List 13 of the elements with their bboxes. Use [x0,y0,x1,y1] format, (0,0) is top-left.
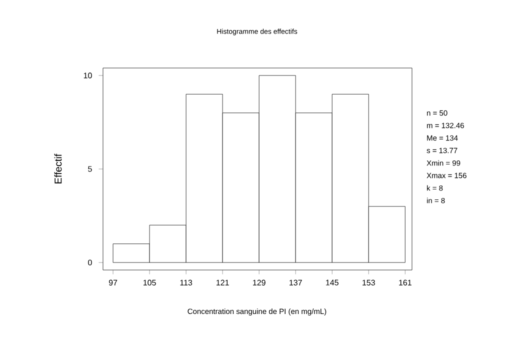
y-tick-label: 0 [88,260,92,266]
x-tick-label: 121 [216,280,229,286]
x-tick-label: 153 [362,280,375,286]
y-tick-label: 10 [84,72,92,78]
x-tick-label: 97 [108,280,118,286]
x-tick-label: 113 [180,280,192,286]
x-tick-label: 161 [399,280,412,286]
x-tick-label: 129 [253,280,266,286]
x-tick-label: 145 [326,280,338,286]
y-tick-label: 5 [88,166,92,172]
x-tick-label: 105 [143,280,156,286]
y-axis-title: Effectif [54,154,62,184]
x-tick-label: 137 [290,280,302,286]
